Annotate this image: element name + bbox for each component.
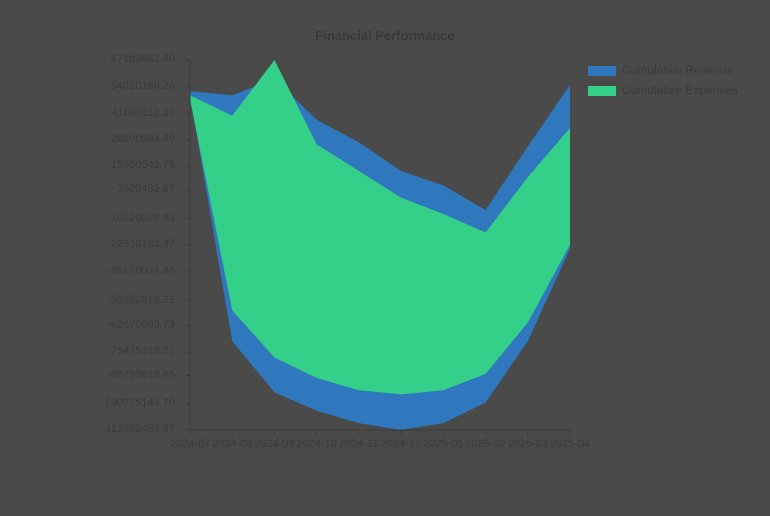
plot-area xyxy=(0,0,770,516)
